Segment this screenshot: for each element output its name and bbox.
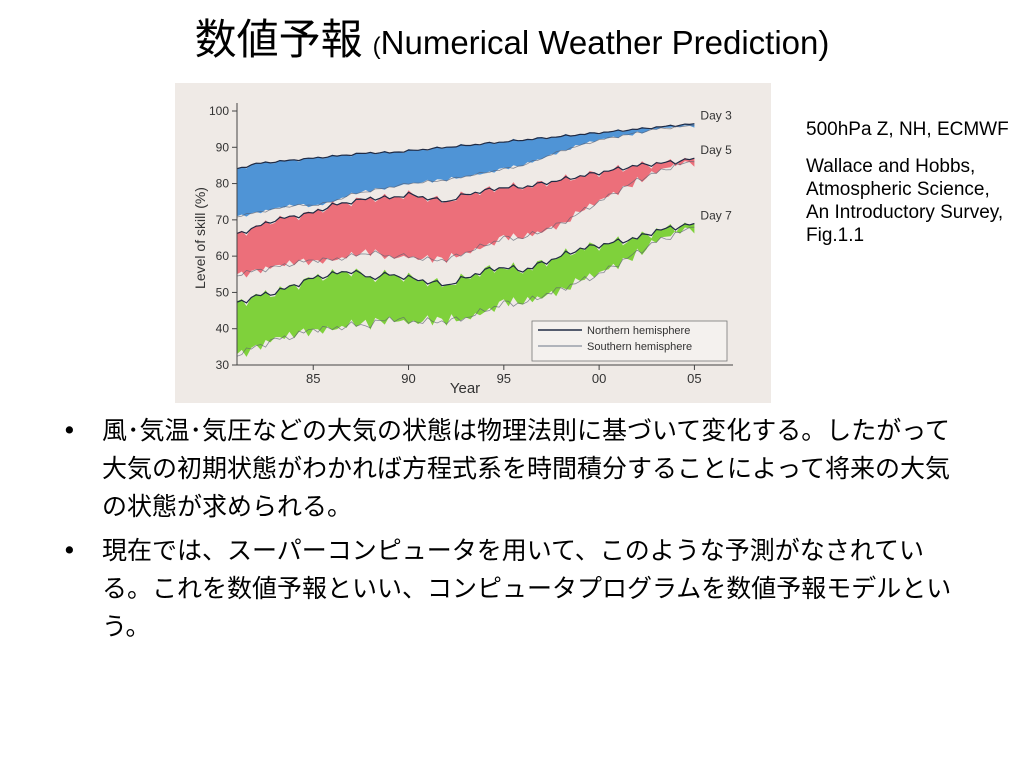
day3-southern-line — [236, 125, 695, 218]
title-paren: ( — [372, 33, 381, 60]
x-tick-label: 95 — [497, 371, 511, 386]
x-tick-label: 85 — [306, 371, 320, 386]
bullet-text: 風･気温･気圧などの大気の状態は物理法則に基づいて変化する。したがって大気の初期… — [102, 416, 951, 521]
y-tick-label: 60 — [216, 249, 230, 263]
day7-label: Day 7 — [700, 208, 732, 222]
title-japanese: 数値予報 — [194, 15, 363, 64]
y-tick-label: 70 — [216, 213, 230, 227]
y-tick-label: 40 — [216, 322, 230, 336]
day7-band — [237, 222, 695, 357]
x-tick-label: 90 — [401, 371, 415, 386]
day5-northern-line — [236, 157, 695, 235]
y-tick-label: 50 — [216, 285, 230, 299]
day5-southern-line — [236, 161, 695, 277]
bullet-text: 現在では、スーパーコンピュータを用いて、このような予測がなされている。これを数値… — [102, 536, 952, 641]
day5-label: Day 5 — [700, 143, 732, 157]
x-tick-label: 00 — [592, 371, 606, 386]
day7-southern-line — [236, 226, 695, 357]
day5-band — [237, 157, 695, 278]
bullet-item: • 現在では、スーパーコンピュータを用いて、このような予測がなされている。これを… — [62, 532, 962, 646]
bullet-symbol: • — [62, 416, 77, 445]
legend-label: Southern hemisphere — [587, 341, 692, 353]
day3-northern-line — [236, 123, 695, 170]
y-tick-label: 30 — [216, 358, 230, 372]
day3-label: Day 3 — [700, 109, 732, 123]
y-axis-title: Level of skill (%) — [192, 187, 208, 289]
bullet-symbol: • — [62, 536, 77, 565]
bullet-item: • 風･気温･気圧などの大気の状態は物理法則に基づいて変化する。したがって大気の… — [62, 412, 962, 526]
bullet-list: • 風･気温･気圧などの大気の状態は物理法則に基づいて変化する。したがって大気の… — [62, 412, 962, 652]
day3-band — [237, 123, 695, 217]
y-tick-label: 90 — [216, 140, 230, 154]
legend-label: Northern hemisphere — [587, 325, 690, 337]
x-tick-label: 05 — [687, 371, 701, 386]
skill-chart: 30 40 50 60 70 80 90 100 85 90 95 00 05 Year Level of … — [192, 103, 733, 397]
caption-data-source: 500hPa Z, NH, ECMWF — [806, 119, 1009, 140]
skill-chart-figure: 30 40 50 60 70 80 90 100 85 90 95 00 05 Year Level of … — [175, 83, 771, 403]
caption-citation: Wallace and Hobbs, Atmospheric Science, … — [806, 156, 1004, 246]
figure-caption: 500hPa Z, NH, ECMWF Wallace and Hobbs, A… — [806, 118, 1016, 261]
x-axis-title: Year — [450, 380, 480, 397]
legend-box — [531, 320, 728, 362]
title-english: Numerical Weather Prediction) — [380, 24, 830, 61]
y-tick-label: 100 — [209, 104, 229, 118]
day7-northern-line — [236, 222, 695, 304]
slide-title: 数値予報 (Numerical Weather Prediction) — [0, 6, 1024, 67]
y-tick-label: 80 — [216, 177, 230, 191]
